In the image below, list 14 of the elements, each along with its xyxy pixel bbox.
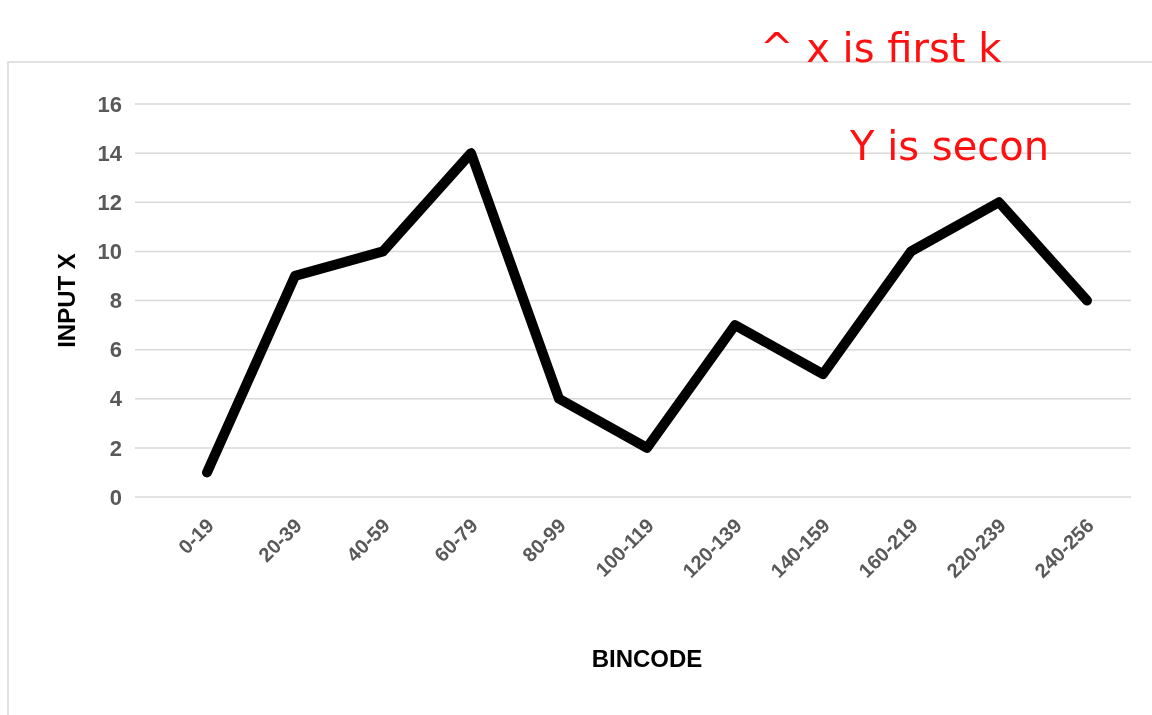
y-tick-label: 16 — [97, 91, 122, 117]
x-axis-title: BINCODE — [591, 645, 703, 672]
y-tick-label: 14 — [97, 140, 123, 166]
text: ^ x is first k — [760, 25, 1003, 71]
x-tick-label: 0-19 — [173, 514, 218, 559]
y-tick-label: 0 — [109, 484, 122, 510]
y-tick-label: 10 — [97, 239, 122, 265]
y-tick-label: 4 — [109, 386, 123, 412]
y-tick-label: 2 — [109, 435, 122, 461]
y-tick-label: 6 — [109, 337, 122, 363]
annotation: Y is secon — [849, 123, 1050, 169]
y-axis-title: INPUT X — [53, 253, 80, 348]
y-tick-label: 8 — [109, 288, 122, 314]
y-tick-label: 12 — [97, 189, 122, 215]
